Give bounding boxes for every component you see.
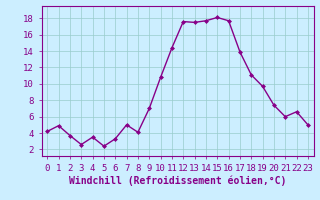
X-axis label: Windchill (Refroidissement éolien,°C): Windchill (Refroidissement éolien,°C) (69, 175, 286, 186)
